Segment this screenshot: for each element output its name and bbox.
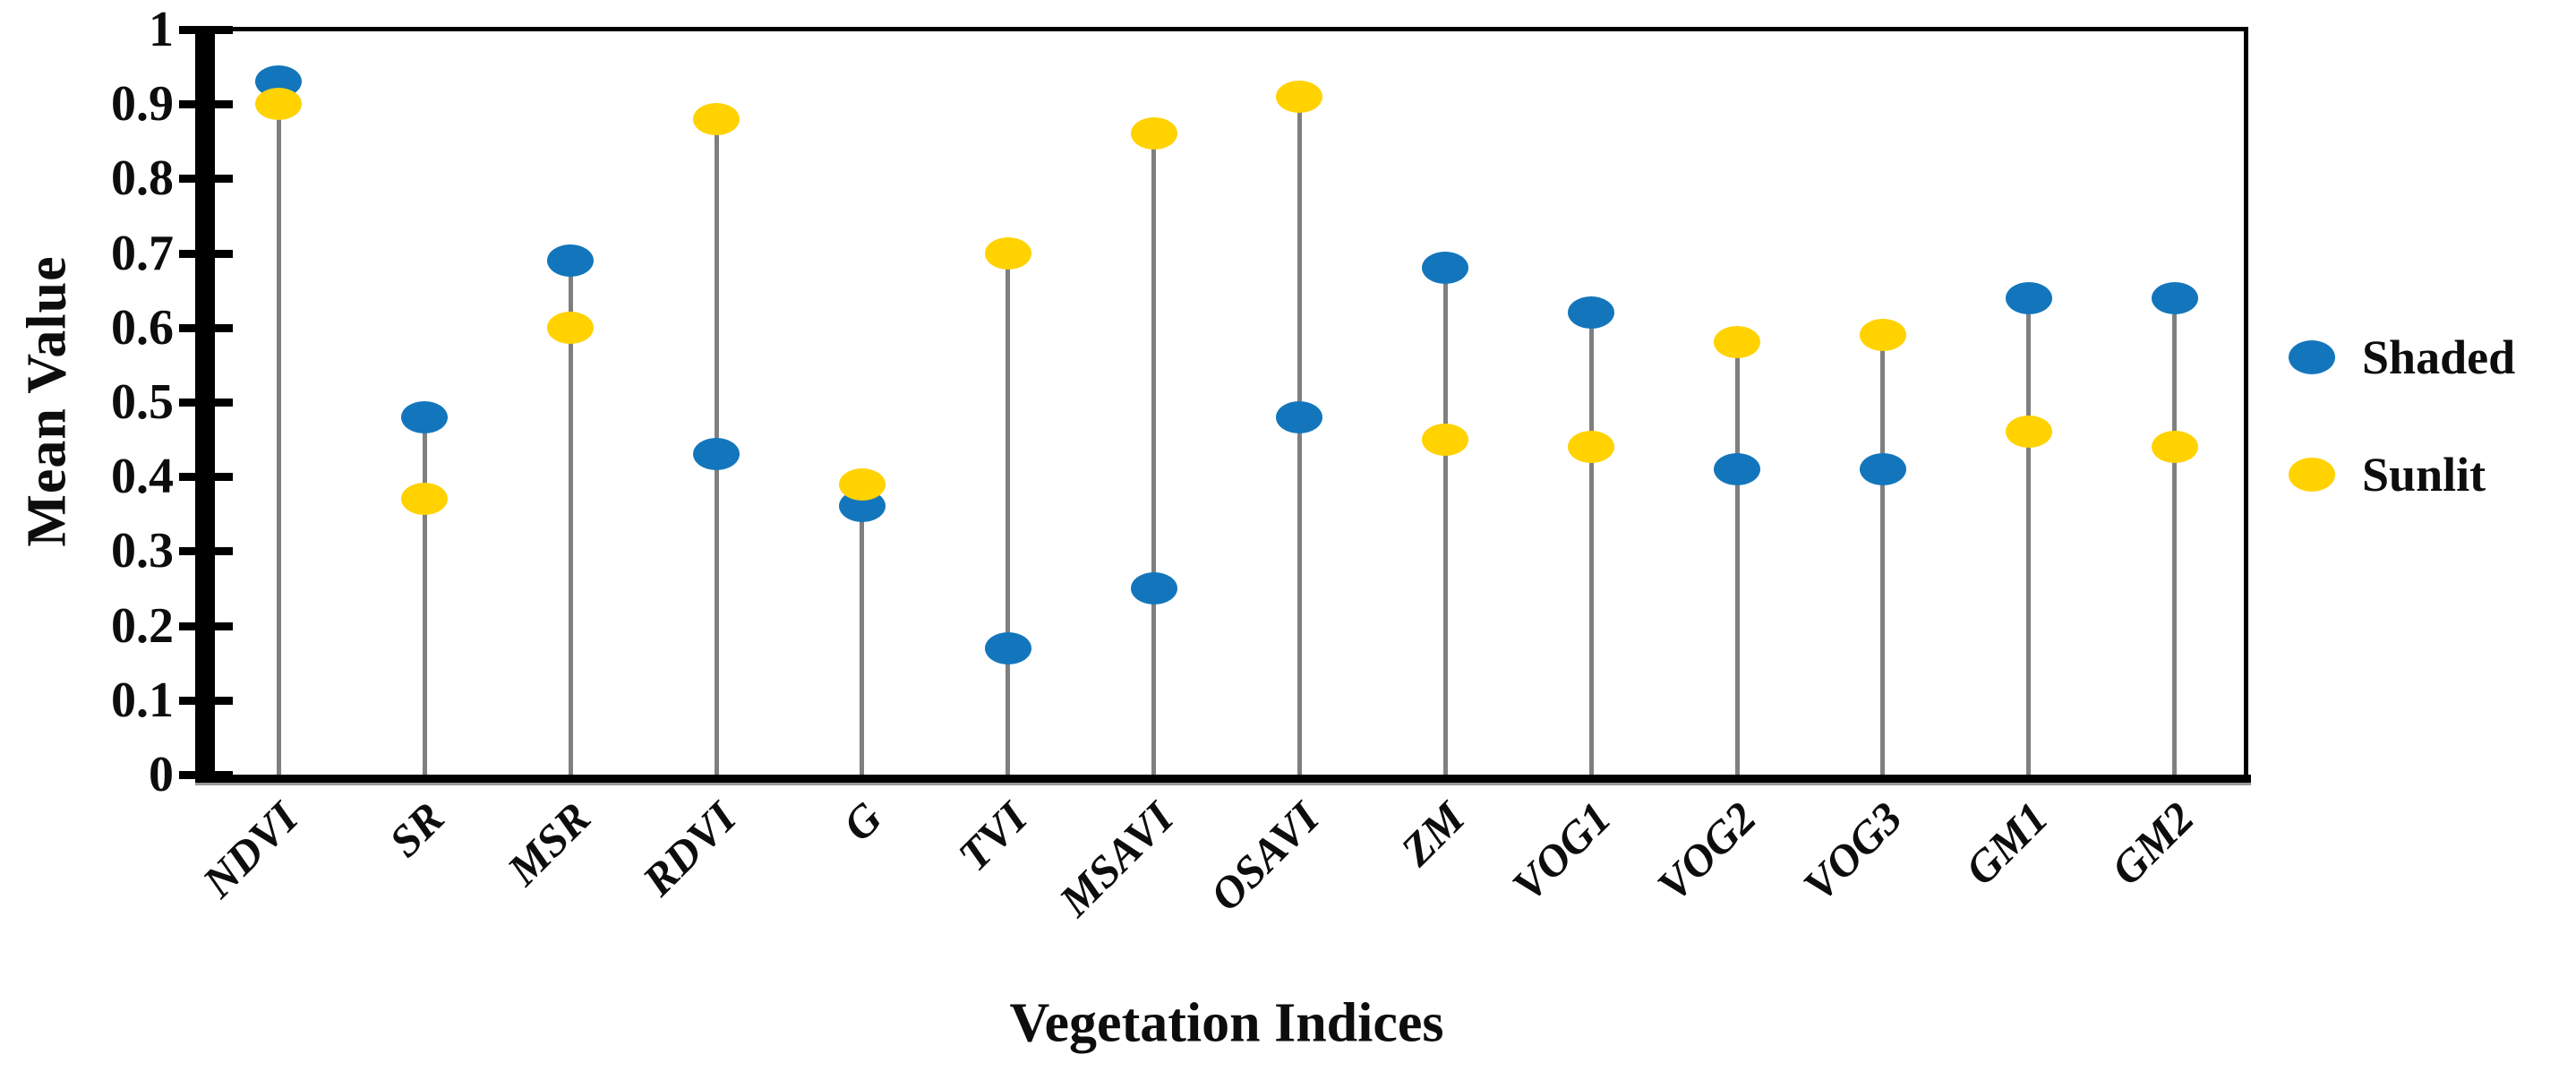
stem-GM1 <box>2026 297 2032 775</box>
dot-shaded-RDVI <box>693 438 740 471</box>
y-tick-label: 0.6 <box>111 299 174 356</box>
y-tick-mark <box>179 771 233 779</box>
y-tick-label: 0.8 <box>111 150 174 207</box>
x-tick-label-TVI: TVI <box>948 792 1038 881</box>
legend-label-shaded: Shaded <box>2362 330 2516 384</box>
dot-sunlit-SR <box>401 483 449 516</box>
dot-shaded-MSAVI <box>1130 572 1177 604</box>
dot-shaded-VOG1 <box>1568 296 1615 330</box>
y-tick-mark <box>179 547 233 556</box>
legend-swatch-sunlit-icon <box>2289 458 2335 492</box>
x-axis-shadow <box>195 783 2251 785</box>
y-tick-mark <box>179 696 233 705</box>
y-tick-label: 0.7 <box>111 225 174 281</box>
y-tick-label: 0.1 <box>111 672 174 728</box>
dot-shaded-VOG2 <box>1714 452 1760 485</box>
stem-OSAVI <box>1297 96 1302 775</box>
dot-sunlit-MSAVI <box>1130 117 1177 150</box>
plot-border-right <box>2244 27 2248 783</box>
y-tick-label: 0.4 <box>111 449 174 505</box>
y-tick-mark <box>179 323 233 332</box>
dot-sunlit-VOG2 <box>1714 326 1760 359</box>
x-tick-label-RDVI: RDVI <box>632 792 746 905</box>
dot-shaded-MSR <box>547 244 595 277</box>
stem-GM2 <box>2172 297 2178 775</box>
x-axis-line <box>195 775 2251 783</box>
dot-sunlit-GM1 <box>2005 416 2052 449</box>
y-tick-mark <box>179 399 233 407</box>
y-tick-mark <box>179 621 233 630</box>
stem-ZM <box>1442 268 1448 775</box>
x-tick-label-OSAVI: OSAVI <box>1200 792 1329 921</box>
y-tick-mark <box>179 473 233 482</box>
y-tick-label: 0.5 <box>111 374 174 430</box>
y-tick-mark <box>179 175 233 184</box>
stem-VOG3 <box>1880 335 1886 775</box>
dot-sunlit-VOG1 <box>1568 430 1615 463</box>
stem-MSR <box>568 260 573 775</box>
dot-sunlit-OSAVI <box>1276 80 1323 113</box>
dot-sunlit-MSR <box>547 311 595 344</box>
x-tick-label-MSR: MSR <box>497 792 600 895</box>
stem-TVI <box>1006 253 1011 775</box>
legend-swatch-shaded-icon <box>2289 340 2335 374</box>
stem-VOG2 <box>1734 342 1740 775</box>
dot-shaded-GM2 <box>2151 281 2198 314</box>
y-tick-label: 0.2 <box>111 597 174 654</box>
dot-shaded-OSAVI <box>1276 400 1323 433</box>
dot-sunlit-VOG3 <box>1859 319 1906 352</box>
y-tick-mark <box>179 26 233 34</box>
legend-item-sunlit: Sunlit <box>2289 441 2486 508</box>
x-tick-label-GM1: GM1 <box>1955 792 2058 895</box>
plot-border-top <box>205 27 2248 31</box>
dot-shaded-GM1 <box>2005 281 2052 314</box>
dot-sunlit-RDVI <box>693 102 740 135</box>
y-tick-label: 1 <box>149 2 174 57</box>
x-tick-label-VOG1: VOG1 <box>1502 792 1621 911</box>
y-tick-mark <box>179 100 233 109</box>
x-tick-label-VOG2: VOG2 <box>1647 792 1767 911</box>
y-tick-label: 0.3 <box>111 523 174 579</box>
dot-shaded-ZM <box>1422 252 1469 285</box>
stem-MSAVI <box>1151 133 1157 775</box>
x-axis-title: Vegetation Indices <box>1009 992 1444 1054</box>
x-tick-label-MSAVI: MSAVI <box>1048 792 1183 926</box>
stem-G <box>860 484 865 775</box>
x-tick-label-NDVI: NDVI <box>193 792 308 907</box>
legend-label-sunlit: Sunlit <box>2362 448 2486 501</box>
x-tick-label-SR: SR <box>379 792 454 867</box>
dot-sunlit-ZM <box>1422 423 1469 456</box>
y-tick-label: 0.9 <box>111 76 174 133</box>
legend-item-shaded: Shaded <box>2289 324 2515 390</box>
dot-shaded-VOG3 <box>1859 452 1906 485</box>
stem-SR <box>422 416 427 775</box>
x-tick-label-G: G <box>833 792 892 851</box>
dot-shaded-SR <box>401 400 449 433</box>
dot-sunlit-TVI <box>984 236 1031 270</box>
dot-sunlit-NDVI <box>255 88 303 121</box>
y-tick-mark <box>179 249 233 258</box>
x-tick-label-VOG3: VOG3 <box>1793 792 1913 911</box>
y-tick-label: 0 <box>149 747 174 802</box>
x-tick-label-ZM: ZM <box>1391 792 1475 876</box>
stem-VOG1 <box>1588 313 1594 775</box>
stem-NDVI <box>276 81 281 775</box>
dot-shaded-TVI <box>984 631 1031 664</box>
x-tick-label-GM2: GM2 <box>2101 792 2204 895</box>
dot-sunlit-G <box>838 467 886 501</box>
dot-sunlit-GM2 <box>2151 430 2198 463</box>
